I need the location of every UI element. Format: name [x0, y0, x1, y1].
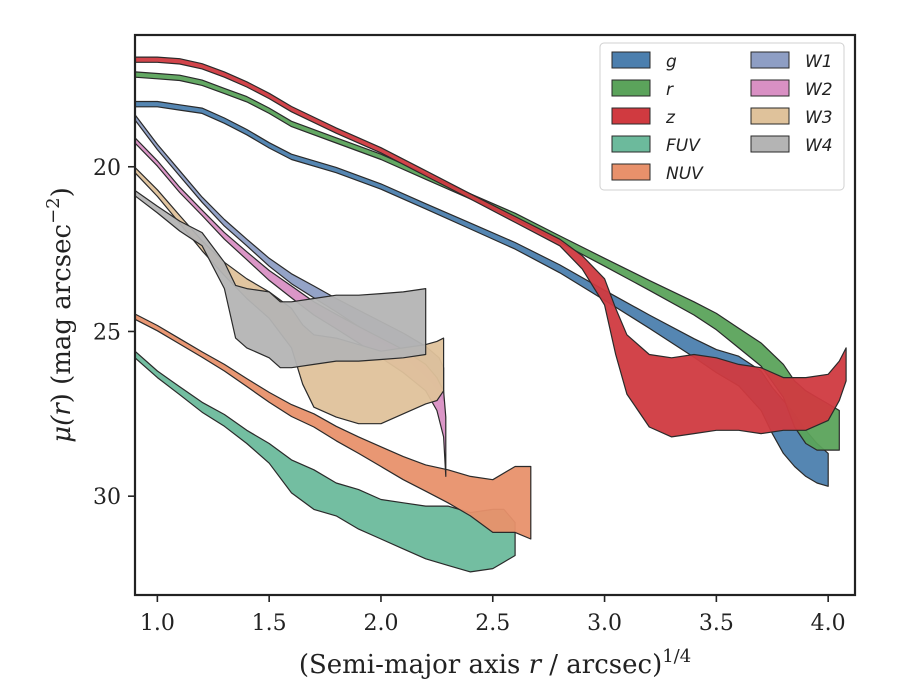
ticks-layer: 1.0 1.5 2.0 2.5 3.0 3.5 4.0 20 25 30 [93, 156, 846, 636]
legend-swatch-w2 [750, 79, 790, 97]
series-band-w4 [135, 189, 427, 369]
legend-label-w4: W4 [805, 136, 833, 156]
series-band-r [135, 71, 840, 451]
legend-label-z: z [665, 108, 676, 128]
legend-swatch-w4 [750, 135, 790, 153]
legend-label-w1: W1 [805, 52, 833, 72]
x-axis-label: (Semi-major axis r / arcsec)1/4 [299, 646, 691, 680]
series-band-g [135, 100, 829, 487]
series-band-z [135, 56, 847, 438]
x-tick-label: 1.0 [140, 611, 175, 636]
y-tick-label: 20 [93, 156, 121, 181]
x-tick-label: 3.0 [587, 611, 622, 636]
x-tick-label: 4.0 [811, 611, 846, 636]
series-band-w2 [135, 137, 447, 477]
legend-swatch-g [611, 51, 651, 69]
legend-label-fuv: FUV [666, 136, 701, 156]
x-tick-label: 2.5 [475, 611, 510, 636]
legend-swatch-w3 [750, 107, 790, 125]
legend-label-nuv: NUV [666, 164, 704, 184]
series-band-fuv [135, 350, 516, 573]
legend-swatch-w1 [750, 51, 790, 69]
legend-swatch-nuv [611, 163, 651, 181]
x-tick-label: 2.0 [363, 611, 398, 636]
y-tick-label: 30 [93, 485, 121, 510]
legend: grz FUV NUV W1 W2 W3 W4 [599, 42, 845, 191]
legend-label-w2: W2 [805, 80, 833, 100]
x-tick-label: 3.5 [699, 611, 734, 636]
x-tick-label: 1.5 [252, 611, 287, 636]
legend-label-r: r [666, 80, 674, 100]
legend-swatch-r [611, 79, 651, 97]
plot-frame [133, 33, 857, 597]
y-axis-label: μ(r) (mag arcsec−2) [43, 187, 77, 443]
legend-label-g: g [666, 52, 677, 72]
series-layer [135, 56, 847, 573]
legend-label-w3: W3 [805, 108, 833, 128]
legend-swatch-fuv [611, 135, 651, 153]
legend-swatch-z [611, 107, 651, 125]
y-tick-label: 25 [93, 320, 121, 345]
series-band-nuv [135, 313, 532, 540]
